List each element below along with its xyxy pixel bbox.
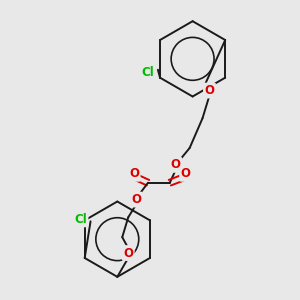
- Text: Cl: Cl: [74, 213, 87, 226]
- Text: O: O: [181, 167, 191, 180]
- Text: O: O: [131, 193, 141, 206]
- Text: O: O: [123, 247, 133, 260]
- Text: O: O: [171, 158, 181, 171]
- Text: O: O: [129, 167, 139, 180]
- Text: Cl: Cl: [142, 66, 154, 79]
- Text: O: O: [204, 84, 214, 97]
